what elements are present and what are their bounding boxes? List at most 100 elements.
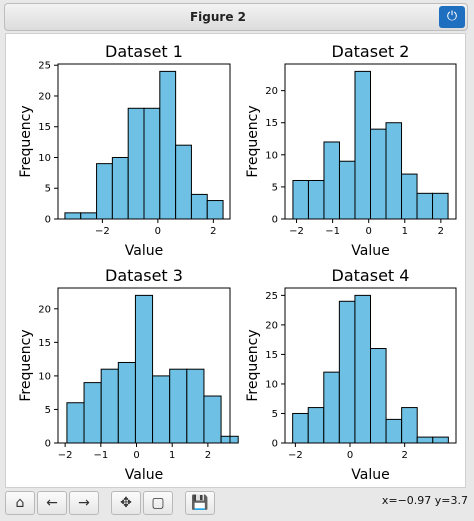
x-tick-label: 2 xyxy=(438,226,444,237)
histogram-bar xyxy=(190,193,208,220)
histogram-bar xyxy=(134,294,154,444)
chart-title: Dataset 1 xyxy=(105,42,183,61)
x-tick-label: 0 xyxy=(133,450,139,461)
histogram-bar xyxy=(186,368,205,444)
chart-title: Dataset 4 xyxy=(332,266,410,285)
y-axis-label: Frequency xyxy=(18,105,34,177)
y-tick-label: 20 xyxy=(265,320,278,331)
histogram-bar xyxy=(66,402,85,444)
chart-title: Dataset 2 xyxy=(332,42,410,61)
power-icon[interactable]: ⏻ xyxy=(439,6,465,28)
x-tick-label: 0 xyxy=(155,226,161,237)
y-tick-label: 20 xyxy=(38,304,51,315)
forward-arrow-icon[interactable]: → xyxy=(69,491,99,515)
histogram-bar xyxy=(96,163,113,220)
histogram-bar xyxy=(292,179,309,220)
pan-move-icon[interactable]: ✥ xyxy=(111,491,141,515)
zoom-rect-icon[interactable]: ▢ xyxy=(143,491,173,515)
axes-frame xyxy=(284,63,457,220)
histogram-bar xyxy=(338,300,356,444)
histogram-bar xyxy=(338,160,356,220)
histogram-bar xyxy=(323,141,340,220)
y-tick-label: 15 xyxy=(38,122,51,133)
back-arrow-icon[interactable]: ← xyxy=(37,491,67,515)
histogram-bar xyxy=(292,412,309,444)
x-tick-label: −1 xyxy=(325,226,340,237)
histogram-bar xyxy=(206,200,224,220)
y-axis-label: Frequency xyxy=(245,329,261,401)
y-tick-label: 10 xyxy=(265,379,278,390)
y-tick-label: 20 xyxy=(265,86,278,97)
histogram-bar xyxy=(307,407,325,444)
y-tick-label: 10 xyxy=(38,153,51,164)
y-tick-label: 15 xyxy=(38,338,51,349)
y-tick-label: 25 xyxy=(265,291,278,302)
cursor-coordinates: x=−0.97 y=3.7 xyxy=(381,494,468,507)
x-tick-label: 2 xyxy=(401,450,407,461)
histogram-bar xyxy=(111,156,129,220)
histogram-bar xyxy=(169,368,188,444)
histogram-bar xyxy=(80,212,98,220)
axes-frame xyxy=(284,287,457,444)
y-tick-label: 15 xyxy=(265,350,278,361)
histogram-bar xyxy=(100,368,119,444)
save-icon[interactable]: 💾 xyxy=(185,491,215,515)
y-axis-label: Frequency xyxy=(245,105,261,177)
y-tick-label: 0 xyxy=(45,439,51,450)
x-tick-label: −2 xyxy=(58,450,73,461)
x-tick-label: 1 xyxy=(169,450,175,461)
x-axis-label: Value xyxy=(351,243,389,259)
histogram-bar xyxy=(401,173,418,220)
histogram-bar xyxy=(203,395,222,444)
x-tick-label: 2 xyxy=(210,226,216,237)
histogram-bar xyxy=(83,382,102,444)
histogram-bar xyxy=(143,107,161,220)
y-tick-label: 15 xyxy=(265,118,278,129)
y-tick-label: 0 xyxy=(272,439,278,450)
navigation-toolbar: ⌂ ← → ✥ ▢ 💾 xyxy=(5,491,215,517)
y-tick-label: 10 xyxy=(265,150,278,161)
y-tick-label: 20 xyxy=(38,91,51,102)
histogram-bar xyxy=(432,436,449,444)
axes-frame xyxy=(57,287,231,444)
histogram-bar xyxy=(370,128,387,220)
histogram-bar xyxy=(354,294,372,444)
window-titlebar: Figure 2 ⏻ xyxy=(4,3,468,31)
histogram-bar xyxy=(64,212,82,220)
x-axis-label: Value xyxy=(351,467,389,483)
x-axis-label: Value xyxy=(125,467,163,483)
histogram-bar xyxy=(354,70,371,220)
window-title: Figure 2 xyxy=(189,10,247,24)
histogram-bar xyxy=(127,107,145,220)
histogram-bar xyxy=(152,375,171,444)
histogram-bar xyxy=(385,122,403,220)
x-tick-label: −1 xyxy=(93,450,108,461)
histogram-bar xyxy=(385,418,403,444)
histogram-bar xyxy=(416,436,434,444)
y-tick-label: 5 xyxy=(45,405,51,416)
histogram-bar xyxy=(370,348,387,444)
x-tick-label: 0 xyxy=(347,450,353,461)
x-tick-label: −2 xyxy=(289,226,304,237)
histogram-bar xyxy=(307,179,325,220)
home-icon[interactable]: ⌂ xyxy=(5,491,35,515)
axes-frame xyxy=(57,63,231,220)
x-tick-label: 0 xyxy=(366,226,372,237)
histogram-bar xyxy=(159,70,177,220)
y-tick-label: 25 xyxy=(38,61,51,72)
x-axis-label: Value xyxy=(125,243,163,259)
y-tick-label: 0 xyxy=(45,215,51,226)
y-tick-label: 5 xyxy=(272,182,278,193)
x-tick-label: 1 xyxy=(402,226,408,237)
y-tick-label: 5 xyxy=(45,184,51,195)
figure-canvas[interactable]: −2 0 2 0 5 10 15 20 25 Dataset 1 Value Frequency −2−… xyxy=(5,33,466,488)
histogram-bar xyxy=(323,371,340,444)
histogram-bar xyxy=(416,192,434,220)
y-tick-label: 5 xyxy=(272,409,278,420)
histogram-bar xyxy=(175,144,192,220)
y-tick-label: 0 xyxy=(272,215,278,226)
x-tick-label: −2 xyxy=(288,450,303,461)
y-axis-label: Frequency xyxy=(18,329,34,401)
chart-title: Dataset 3 xyxy=(105,266,183,285)
